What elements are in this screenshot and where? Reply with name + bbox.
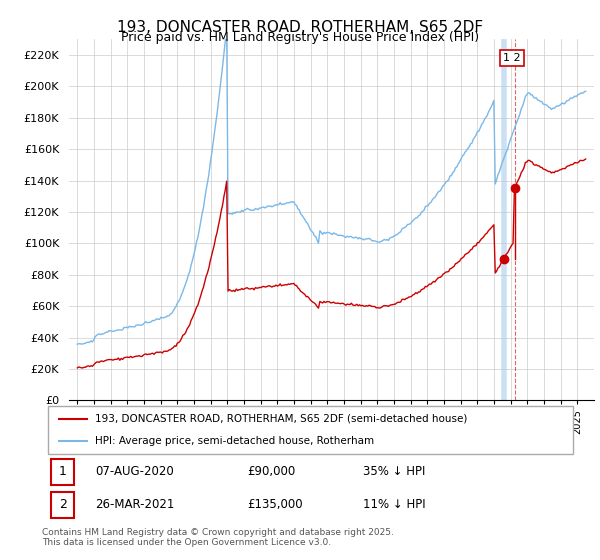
Text: Contains HM Land Registry data © Crown copyright and database right 2025.
This d: Contains HM Land Registry data © Crown c… xyxy=(42,528,394,547)
Text: 07-AUG-2020: 07-AUG-2020 xyxy=(95,465,174,478)
FancyBboxPatch shape xyxy=(50,459,74,484)
Text: 26-MAR-2021: 26-MAR-2021 xyxy=(95,498,175,511)
Text: Price paid vs. HM Land Registry's House Price Index (HPI): Price paid vs. HM Land Registry's House … xyxy=(121,31,479,44)
FancyBboxPatch shape xyxy=(50,492,74,517)
Text: 11% ↓ HPI: 11% ↓ HPI xyxy=(363,498,425,511)
Text: HPI: Average price, semi-detached house, Rotherham: HPI: Average price, semi-detached house,… xyxy=(95,436,374,446)
Text: £90,000: £90,000 xyxy=(248,465,296,478)
Text: 1 2: 1 2 xyxy=(503,53,521,63)
Text: 35% ↓ HPI: 35% ↓ HPI xyxy=(363,465,425,478)
Text: £135,000: £135,000 xyxy=(248,498,303,511)
Text: 2: 2 xyxy=(59,498,67,511)
Text: 193, DONCASTER ROAD, ROTHERHAM, S65 2DF (semi-detached house): 193, DONCASTER ROAD, ROTHERHAM, S65 2DF … xyxy=(95,414,467,424)
Text: 193, DONCASTER ROAD, ROTHERHAM, S65 2DF: 193, DONCASTER ROAD, ROTHERHAM, S65 2DF xyxy=(117,20,483,35)
Text: 1: 1 xyxy=(59,465,67,478)
